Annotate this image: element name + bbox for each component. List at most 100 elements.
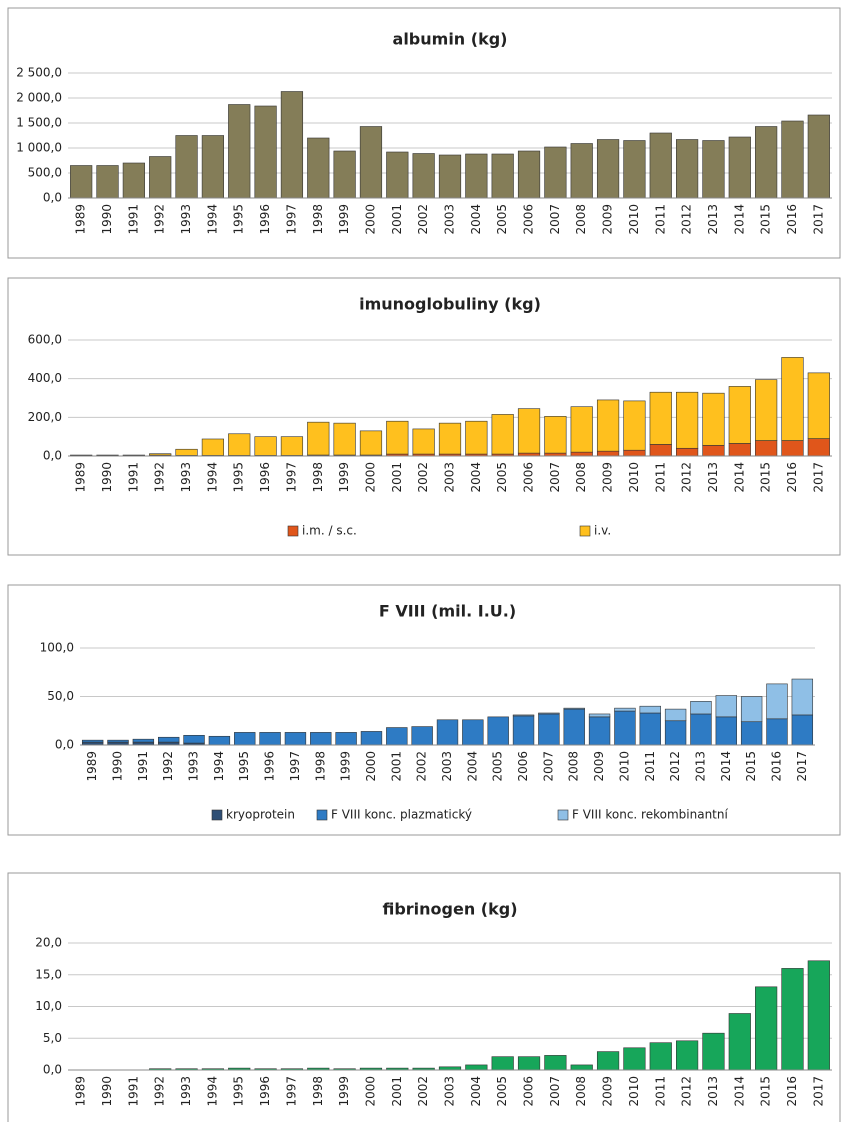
x-tick-label: 2011 <box>653 204 667 235</box>
bar-segment <box>791 714 814 746</box>
x-tick-label: 2011 <box>653 1076 667 1107</box>
bar-segment <box>639 705 661 714</box>
y-tick-label: 15,0 <box>35 967 62 981</box>
bar-segment <box>465 420 488 455</box>
x-tick-label: 2003 <box>443 204 457 235</box>
x-tick-label: 1989 <box>74 1076 88 1107</box>
legend-swatch <box>316 809 328 821</box>
bar <box>649 1042 672 1071</box>
bar-segment <box>107 739 129 743</box>
x-tick-label: 2009 <box>592 751 606 782</box>
bar <box>307 137 330 199</box>
x-tick-label: 2000 <box>363 1076 377 1107</box>
bar-segment <box>715 716 737 746</box>
bar <box>280 91 304 199</box>
x-tick-label: 2002 <box>415 751 429 782</box>
bar-segment <box>438 422 462 455</box>
bar-segment <box>715 695 737 718</box>
bar <box>122 162 145 199</box>
bar <box>623 140 646 199</box>
y-tick-label: 400,0 <box>28 371 62 385</box>
y-tick-label: 0,0 <box>43 449 62 463</box>
bar <box>491 153 514 199</box>
y-tick-label: 10,0 <box>35 999 62 1013</box>
bar-segment <box>563 708 585 746</box>
bar-segment <box>280 436 304 456</box>
x-tick-label: 2006 <box>516 751 530 782</box>
bar <box>465 153 488 199</box>
bar-segment <box>702 392 725 446</box>
bar-segment <box>649 391 672 445</box>
bar-segment <box>639 712 661 746</box>
bar <box>570 1064 593 1071</box>
bar-segment <box>791 678 814 716</box>
bar-segment <box>570 451 593 457</box>
x-tick-label: 2008 <box>574 462 588 493</box>
bar-segment <box>412 428 435 455</box>
x-tick-label: 1990 <box>100 462 114 493</box>
y-tick-label: 1 000,0 <box>16 141 62 155</box>
x-tick-label: 2001 <box>390 1076 404 1107</box>
x-tick-label: 2017 <box>811 204 825 235</box>
x-tick-label: 2015 <box>759 204 773 235</box>
bar <box>517 1056 541 1071</box>
bar-segment <box>690 713 712 746</box>
x-tick-label: 2003 <box>443 462 457 493</box>
bar <box>96 165 119 199</box>
bar-segment <box>491 414 514 455</box>
x-tick-label: 2017 <box>811 462 825 493</box>
x-tick-label: 2004 <box>469 462 483 493</box>
bar-segment <box>538 712 560 715</box>
bar-segment <box>512 714 535 717</box>
bar-segment <box>81 739 104 743</box>
x-tick-label: 1991 <box>136 751 150 782</box>
bar-segment <box>201 438 224 456</box>
x-tick-label: 1994 <box>205 462 219 493</box>
bar <box>728 1013 751 1071</box>
x-tick-label: 1992 <box>161 751 175 782</box>
legend-label: F VIII konc. rekombinantní <box>572 808 728 822</box>
x-tick-label: 1989 <box>74 204 88 235</box>
x-tick-label: 2007 <box>548 1076 562 1107</box>
bar <box>544 146 567 199</box>
bar <box>465 1064 488 1071</box>
legend-label: F VIII konc. plazmatický <box>331 808 472 822</box>
chart-panel <box>7 7 841 259</box>
bar <box>412 153 435 199</box>
x-tick-label: 1997 <box>288 751 302 782</box>
bar <box>781 968 804 1071</box>
chart-panel <box>7 872 841 1122</box>
x-tick-label: 1998 <box>311 204 325 235</box>
x-tick-label: 2010 <box>627 1076 641 1107</box>
chart-title: F VIII (mil. I.U.) <box>379 602 516 621</box>
bar <box>702 140 725 199</box>
x-tick-label: 2012 <box>668 751 682 782</box>
x-tick-label: 2012 <box>680 462 694 493</box>
bar-segment <box>544 416 567 454</box>
legend-swatch <box>557 809 569 821</box>
bar <box>807 960 830 1071</box>
legend-label: i.m. / s.c. <box>302 524 357 538</box>
y-tick-label: 1 500,0 <box>16 116 62 130</box>
bar-segment <box>386 420 409 455</box>
x-tick-label: 2009 <box>601 1076 615 1107</box>
y-tick-label: 0,0 <box>43 1063 62 1077</box>
y-tick-label: 500,0 <box>28 166 62 180</box>
x-tick-label: 1995 <box>232 1076 246 1107</box>
bar-segment <box>487 716 509 746</box>
bar <box>676 1040 699 1071</box>
bar-segment <box>310 732 332 746</box>
bar-segment <box>702 445 725 457</box>
bar-segment <box>755 379 778 441</box>
x-tick-label: 2001 <box>390 204 404 235</box>
x-tick-label: 1999 <box>339 751 353 782</box>
bar-segment <box>517 408 541 454</box>
x-tick-label: 1990 <box>100 204 114 235</box>
chart-panel <box>7 277 841 556</box>
bar <box>70 165 93 199</box>
bar <box>254 105 277 199</box>
x-tick-label: 1996 <box>258 1076 272 1107</box>
bar-segment <box>132 738 155 743</box>
bar <box>228 104 251 199</box>
